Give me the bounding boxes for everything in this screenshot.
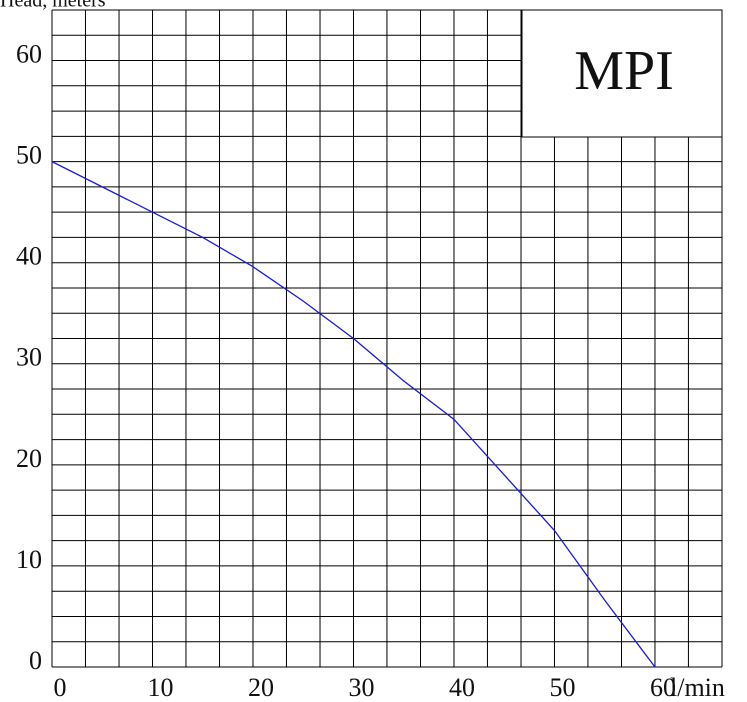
- x-tick-label: 10: [147, 673, 173, 702]
- y-tick-label: 40: [16, 242, 42, 271]
- y-tick-label: 50: [16, 141, 42, 170]
- x-tick-label: 0: [54, 673, 67, 702]
- y-axis-label: Head, meters: [0, 0, 106, 12]
- x-tick-label: 50: [549, 673, 575, 702]
- x-tick-label: 30: [348, 673, 374, 702]
- curve: [51, 161, 656, 668]
- y-tick-label: 60: [16, 40, 42, 69]
- x-tick-label: 60: [650, 673, 676, 702]
- y-tick-label: 0: [29, 646, 42, 675]
- chart-title: MPI: [574, 40, 674, 102]
- y-tick-label: 30: [16, 343, 42, 372]
- title-box: [521, 9, 723, 138]
- y-tick-label: 10: [16, 545, 42, 574]
- x-axis-label: l/min: [670, 673, 725, 702]
- x-tick-label: 40: [449, 673, 475, 702]
- x-tick-label: 20: [248, 673, 274, 702]
- y-tick-label: 20: [16, 444, 42, 473]
